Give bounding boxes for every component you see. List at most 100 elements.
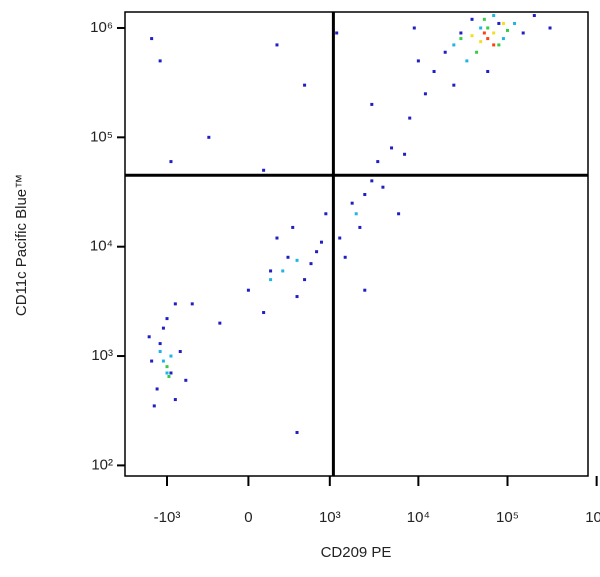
dot <box>150 359 154 363</box>
x-tick-label: 10⁵ <box>496 509 519 526</box>
dot <box>497 21 501 25</box>
dot <box>286 255 290 259</box>
y-axis-label: CD11c Pacific Blue™ <box>13 174 30 316</box>
dot <box>165 371 169 375</box>
dot <box>167 375 171 379</box>
dot <box>408 116 412 120</box>
dot <box>165 317 169 321</box>
dot <box>486 69 490 73</box>
dot <box>303 83 307 87</box>
dot <box>358 225 362 229</box>
dot <box>397 212 401 216</box>
dot <box>343 255 347 259</box>
dot <box>158 59 162 63</box>
dot <box>158 350 162 354</box>
dot <box>376 160 380 164</box>
dot <box>470 17 474 21</box>
dot <box>338 236 342 240</box>
dot <box>173 398 177 402</box>
dot <box>513 21 517 25</box>
dot <box>350 201 354 205</box>
dot <box>190 302 194 306</box>
dot <box>207 135 211 139</box>
dot <box>470 34 474 38</box>
dot <box>521 31 525 35</box>
dot <box>482 31 486 35</box>
dot <box>459 37 463 41</box>
dot <box>218 321 222 325</box>
dot <box>501 21 505 25</box>
dot <box>354 212 358 216</box>
dot <box>416 59 420 63</box>
dot <box>169 371 173 375</box>
dot <box>479 40 483 44</box>
x-axis-label: CD209 PE <box>321 544 392 561</box>
dot <box>459 31 463 35</box>
dot <box>315 250 319 254</box>
dot <box>246 288 250 292</box>
dot <box>497 43 501 47</box>
dot <box>492 14 496 18</box>
dot <box>169 160 173 164</box>
y-tick-label: 10² <box>91 456 113 473</box>
plot-frame <box>124 11 589 477</box>
dot <box>158 342 162 346</box>
dot <box>443 50 447 54</box>
dot <box>486 37 490 41</box>
x-tick-label: 10³ <box>319 509 341 526</box>
dot <box>505 28 509 32</box>
dot <box>452 83 456 87</box>
dot <box>479 26 483 30</box>
dot <box>363 193 367 197</box>
dot <box>147 335 151 339</box>
dot <box>178 350 182 354</box>
dot <box>370 179 374 183</box>
dot <box>262 168 266 172</box>
dot <box>275 236 279 240</box>
dot <box>291 225 295 229</box>
dot <box>161 326 165 330</box>
dot <box>303 278 307 282</box>
y-tick-label: 10⁴ <box>90 238 113 255</box>
y-tick-label: 10⁶ <box>90 19 113 36</box>
dot <box>152 404 156 408</box>
dot <box>423 92 427 96</box>
dot <box>475 50 479 54</box>
dot <box>486 26 490 30</box>
y-tick-label: 10³ <box>91 347 113 364</box>
dot <box>363 288 367 292</box>
dot <box>262 311 266 315</box>
dot <box>432 69 436 73</box>
dot <box>465 59 469 63</box>
dot <box>184 378 188 382</box>
dot <box>295 430 299 434</box>
dot <box>309 262 313 266</box>
dot <box>155 387 159 391</box>
dot <box>295 295 299 299</box>
dot <box>452 43 456 47</box>
x-tick-label: 10⁴ <box>407 509 430 526</box>
dot <box>269 269 273 273</box>
dot <box>295 258 299 262</box>
dot <box>501 37 505 41</box>
dot <box>492 31 496 35</box>
dot <box>169 354 173 358</box>
dot <box>492 43 496 47</box>
dot <box>319 240 323 244</box>
dot <box>165 365 169 369</box>
dot <box>150 37 154 41</box>
dot <box>390 146 394 150</box>
dot <box>324 212 328 216</box>
dot <box>412 26 416 30</box>
dot <box>532 14 536 18</box>
dot <box>403 152 407 156</box>
dot <box>161 359 165 363</box>
dot <box>173 302 177 306</box>
dot <box>370 102 374 106</box>
dot <box>269 278 273 282</box>
x-tick-label: 0 <box>244 509 252 526</box>
dot <box>275 43 279 47</box>
dot <box>482 17 486 21</box>
dot <box>335 31 339 35</box>
